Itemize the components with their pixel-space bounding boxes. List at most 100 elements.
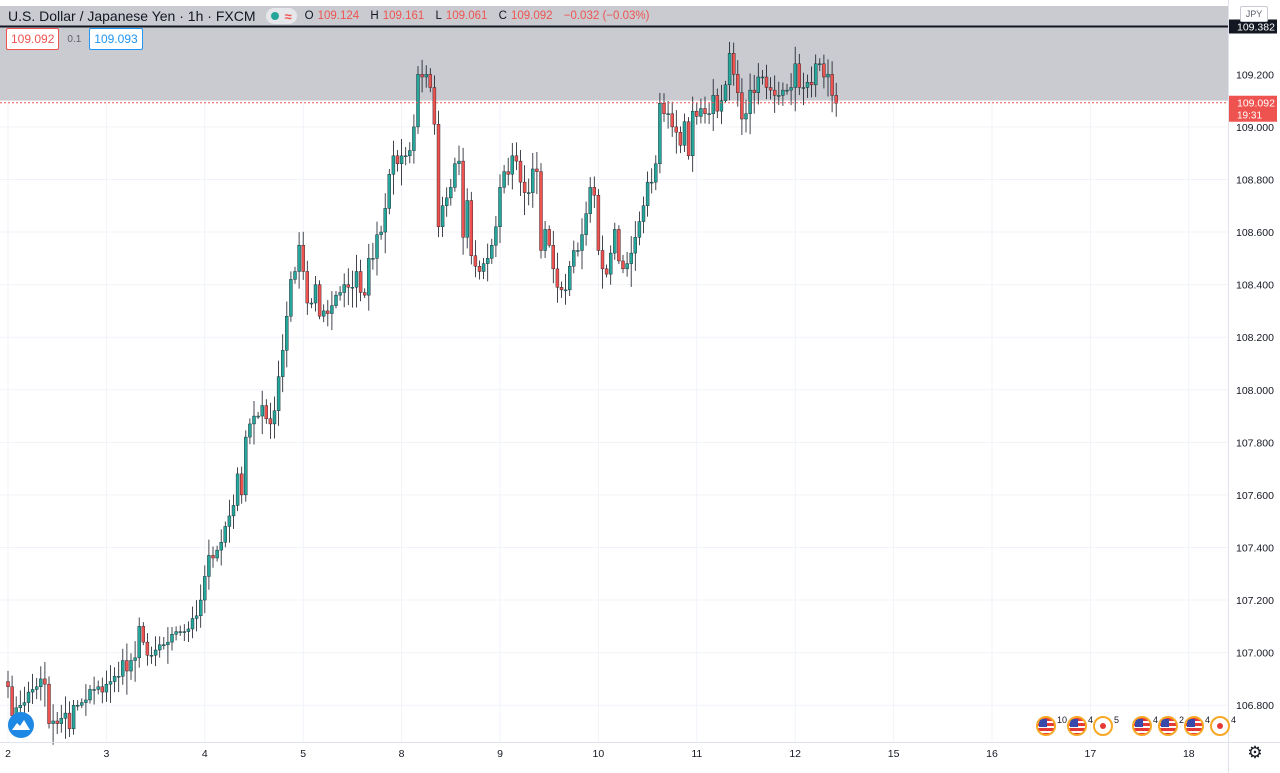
tradingview-logo-icon[interactable] [8,712,34,738]
candle-down [363,292,367,296]
candle-up [629,252,633,264]
candle-up [613,229,617,254]
us-flag-icon[interactable] [1132,716,1152,736]
candle-up [35,686,39,690]
candle-down [473,255,478,267]
candle-up [80,702,84,706]
interval-label[interactable]: 1h [187,8,204,24]
candle-up [609,252,613,275]
event-count: 4 [1153,715,1159,725]
us-flag-icon[interactable] [1067,716,1088,736]
candle-up [18,705,22,709]
ohlc-values: O 109.124 H 109.161 L 109.061 C 109.092 −0.0… [304,10,650,22]
candle-up [584,213,588,235]
candle-up [309,302,314,305]
us-flag-icon[interactable] [1036,716,1056,736]
candle-up [440,205,445,227]
candle-down [326,310,330,314]
wave-icon: ≈ [284,8,292,24]
candle-up [465,200,469,238]
open-value: 109.124 [317,10,360,22]
chart-legend: U.S. Dollar / Japanese Yen · 1h · FXCM ≈… [8,7,653,25]
candle-up [63,712,68,719]
candle-up [785,89,789,92]
event-count: 4 [1205,715,1211,725]
candle-down [428,74,432,88]
candle-down [141,626,146,643]
candle-up [744,113,748,120]
candle-up [260,405,264,417]
candle-up [129,660,133,672]
candle-up [104,683,109,693]
candle-up [203,576,207,601]
candle-up [719,100,724,112]
candle-down [686,121,691,157]
candle-down [514,155,519,162]
candle-down [768,87,773,91]
x-tick-label: 17 [1085,748,1097,760]
candle-down [715,95,719,112]
sell-button[interactable]: 109.092 [6,28,60,50]
japan-flag-icon[interactable] [1093,716,1114,736]
y-tick-label: 108.000 [1236,385,1274,397]
x-tick-label: 3 [103,748,109,760]
y-tick-label: 108.800 [1236,174,1274,186]
currency-label[interactable]: JPY [1240,6,1268,22]
candle-down [678,131,683,146]
candle-up [75,705,80,707]
x-tick-label: 4 [202,748,208,760]
candle-down [596,195,601,251]
candle-down [834,95,838,104]
y-tick-label: 106.800 [1236,700,1274,712]
economic-events-group[interactable]: 4 2 4 4 [1132,715,1236,736]
buy-button[interactable]: 109.093 [89,28,143,50]
candle-down [764,76,769,88]
candle-up [227,515,232,527]
candles [6,41,838,745]
y-tick-label: 107.600 [1236,490,1274,502]
candle-up [116,676,121,678]
candle-down [67,712,72,730]
settings-gear-icon[interactable]: ⚙ [1247,742,1263,762]
y-tick-label: 107.400 [1236,542,1274,554]
candle-up [789,87,793,91]
symbol-title[interactable]: U.S. Dollar / Japanese Yen [8,8,176,24]
candle-up [178,631,182,633]
buy-sell-panel: 109.092 0.1 109.093 [6,28,143,50]
candle-up [248,423,252,438]
candle-up [276,376,281,411]
status-pill[interactable]: ≈ [265,8,297,24]
candle-down [100,686,105,693]
candle-down [736,74,740,93]
candle-up [531,168,535,193]
candle-down [773,89,777,96]
candle-down [822,63,826,78]
candle-up [190,618,195,630]
economic-events-group[interactable]: 10 4 5 [1036,715,1120,736]
candle-up [379,231,383,235]
candle-up [424,74,428,78]
event-count: 5 [1114,715,1120,725]
x-tick-label: 11 [691,748,702,760]
us-flag-icon[interactable] [1158,716,1179,736]
candle-down [674,126,678,133]
y-tick-label: 107.800 [1236,437,1274,449]
candle-down [539,171,543,251]
y-tick-label: 108.600 [1236,227,1274,239]
candle-up [658,103,662,164]
candle-up [96,686,100,690]
candle-down [830,74,834,96]
candle-down [809,82,814,86]
candle-up [84,699,88,703]
resistance-zone [0,6,1228,101]
candle-up [453,163,457,188]
candle-down [55,720,59,724]
candle-up [88,689,92,701]
market-status-icon [270,12,279,20]
candle-up [153,649,158,656]
us-flag-icon[interactable] [1184,716,1205,736]
candle-down [740,92,744,120]
low-value: 109.061 [445,10,488,22]
japan-flag-icon[interactable] [1210,716,1231,736]
